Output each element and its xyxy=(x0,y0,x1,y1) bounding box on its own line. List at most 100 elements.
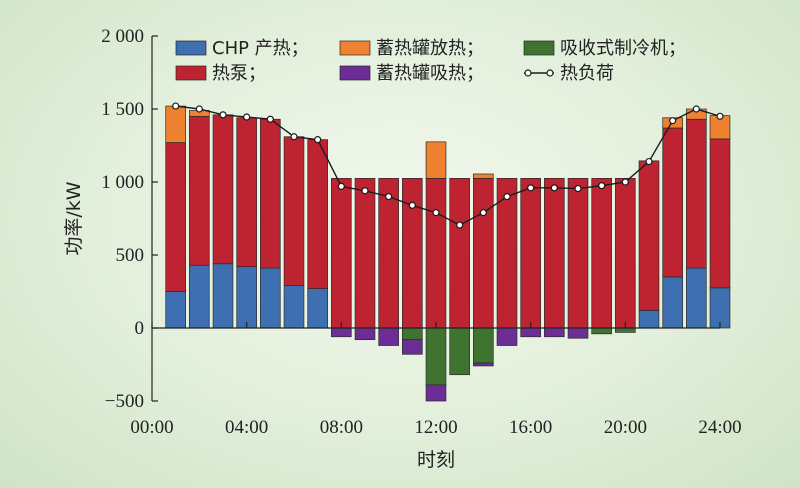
bar-absorption-chiller-13 xyxy=(449,327,470,376)
bar-heat-pump-20 xyxy=(615,178,636,329)
bar-chp-23 xyxy=(686,267,707,329)
legend-heat-load-marker-right xyxy=(546,69,554,77)
bar-tank-charge-12 xyxy=(425,384,447,402)
heat-load-point-7 xyxy=(314,136,322,144)
heat-load-point-2 xyxy=(195,105,203,113)
bar-heat-pump-10 xyxy=(378,178,399,329)
x-tick-label: 20:00 xyxy=(604,417,647,438)
bar-chp-2 xyxy=(189,264,210,329)
legend-absorption-chiller-swatch xyxy=(523,40,555,56)
bar-heat-pump-7 xyxy=(307,139,328,289)
bar-tank-charge-15 xyxy=(496,327,518,346)
legend-tank-charge-label: 蓄热罐吸热； xyxy=(376,63,484,84)
bar-tank-charge-14 xyxy=(473,362,494,367)
legend-chp-label: CHP 产热； xyxy=(212,38,309,59)
heat-load-point-10 xyxy=(385,193,393,201)
bar-absorption-chiller-14 xyxy=(473,327,494,364)
load-line-layer xyxy=(172,102,724,229)
bar-chp-21 xyxy=(638,310,660,329)
bar-tank-discharge-12 xyxy=(425,141,447,179)
bar-tank-charge-8 xyxy=(331,327,352,338)
x-tick-label: 04:00 xyxy=(225,417,268,438)
x-tick-label: 08:00 xyxy=(320,417,363,438)
y-tick-label: 1 500 xyxy=(101,99,144,120)
y-axis-label: 功率/kW xyxy=(63,181,85,255)
heat-load-point-21 xyxy=(645,157,653,166)
heat-load-point-19 xyxy=(598,182,606,190)
bar-heat-pump-13 xyxy=(449,178,470,329)
bar-tank-charge-16 xyxy=(520,327,541,338)
x-tick-label: 12:00 xyxy=(414,417,457,438)
heat-load-point-13 xyxy=(456,221,464,229)
bar-tank-charge-9 xyxy=(354,327,376,341)
bar-absorption-chiller-19 xyxy=(591,327,612,335)
heat-load-point-17 xyxy=(550,184,558,192)
bar-heat-pump-6 xyxy=(283,136,305,287)
bar-heat-pump-21 xyxy=(638,160,660,311)
y-tick-label: 0 xyxy=(135,318,145,339)
x-tick-label: 00:00 xyxy=(130,417,173,438)
x-axis-label: 时刻 xyxy=(417,449,455,471)
bar-heat-pump-17 xyxy=(544,178,565,329)
legend: CHP 产热； 蓄热罐放热； 吸收式制冷机； 热泵； 蓄热罐吸热； 热负荷 xyxy=(175,38,686,84)
bar-tank-charge-11 xyxy=(402,339,423,355)
bar-heat-pump-16 xyxy=(520,178,541,329)
bar-heat-pump-3 xyxy=(212,114,234,265)
heat-load-point-20 xyxy=(621,178,629,186)
bar-chp-3 xyxy=(212,263,234,329)
heat-load-point-15 xyxy=(503,193,511,201)
heat-load-point-6 xyxy=(290,133,298,141)
legend-heat-pump-swatch xyxy=(175,65,207,81)
heat-load-point-24 xyxy=(716,112,724,120)
bar-heat-pump-19 xyxy=(591,178,612,329)
bar-heat-pump-4 xyxy=(236,117,257,268)
bar-chp-5 xyxy=(260,267,281,329)
heat-load-line xyxy=(175,105,721,226)
y-tick-label: −500 xyxy=(105,391,144,412)
legend-heat-pump-label: 热泵； xyxy=(212,63,266,84)
bar-tank-discharge-14 xyxy=(473,173,494,179)
bar-absorption-chiller-12 xyxy=(425,327,447,386)
bar-tank-charge-10 xyxy=(378,327,399,346)
bar-chp-6 xyxy=(283,285,305,329)
bar-heat-pump-22 xyxy=(662,127,683,278)
bar-heat-pump-24 xyxy=(709,138,731,289)
bar-heat-pump-9 xyxy=(354,178,376,329)
heat-load-point-4 xyxy=(243,113,251,121)
heat-load-point-8 xyxy=(337,182,345,190)
heat-load-point-18 xyxy=(574,184,582,193)
legend-heat-load-label: 热负荷 xyxy=(560,63,614,84)
bar-chp-22 xyxy=(662,276,683,329)
bar-tank-charge-17 xyxy=(544,327,565,338)
y-tick-label: 2 000 xyxy=(101,26,144,47)
y-tick-label: 500 xyxy=(116,245,145,266)
bar-heat-pump-2 xyxy=(189,115,210,266)
heat-load-point-3 xyxy=(219,111,227,119)
legend-tank-charge-swatch xyxy=(339,65,371,81)
bar-heat-pump-5 xyxy=(260,118,281,269)
bars-layer xyxy=(165,105,731,402)
legend-heat-load-marker-left xyxy=(524,69,532,77)
bar-heat-pump-8 xyxy=(331,178,352,329)
heat-load-point-12 xyxy=(432,209,440,217)
heat-load-point-5 xyxy=(266,115,274,123)
bar-heat-pump-12 xyxy=(425,178,447,329)
bar-absorption-chiller-11 xyxy=(402,327,423,341)
bar-tank-discharge-1 xyxy=(165,105,186,143)
bar-heat-pump-14 xyxy=(473,178,494,329)
axes-layer: −500 0 500 1 000 1 500 2 000 00:00 04:00 08:00 12… xyxy=(101,26,741,438)
bar-tank-charge-18 xyxy=(567,327,589,339)
bar-heat-pump-11 xyxy=(402,178,423,329)
heat-load-point-16 xyxy=(527,184,535,192)
bar-heat-pump-18 xyxy=(567,178,589,329)
x-tick-label: 24:00 xyxy=(698,417,741,438)
heat-load-point-22 xyxy=(669,117,677,125)
bar-heat-pump-1 xyxy=(165,142,186,292)
y-tick-label: 1 000 xyxy=(101,172,144,193)
legend-chp-swatch xyxy=(175,40,207,56)
legend-tank-discharge-swatch xyxy=(339,40,371,56)
bar-chp-7 xyxy=(307,288,328,329)
bar-chp-1 xyxy=(165,291,186,329)
legend-absorption-chiller-label: 吸收式制冷机； xyxy=(560,38,686,59)
